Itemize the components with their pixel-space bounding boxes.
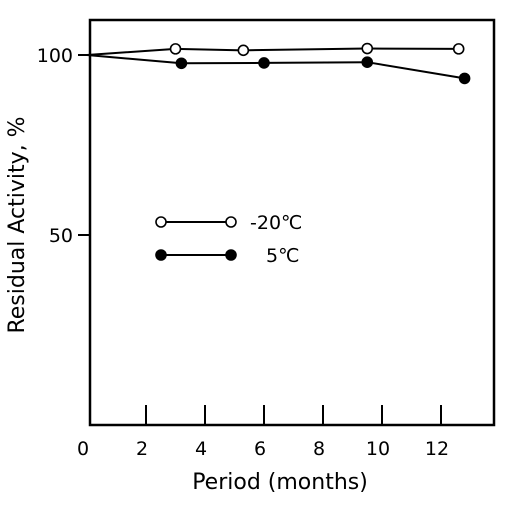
y-axis-label: Residual Activity, % [5, 116, 30, 333]
series-line-0 [86, 47, 459, 56]
legend-label: -20℃ [250, 212, 302, 234]
y-tick-label: 50 [49, 225, 73, 247]
x-tick-label: 8 [313, 438, 325, 460]
data-point [169, 43, 182, 55]
series-layer [86, 42, 471, 85]
y-axis-ticks: 50 100 [37, 45, 90, 247]
data-point [361, 42, 374, 55]
data-point [237, 44, 250, 57]
legend-marker [225, 216, 237, 228]
x-axis-ticks: 0 2 4 6 8 10 12 [77, 405, 449, 460]
legend-label: 5℃ [266, 245, 299, 267]
data-point [458, 72, 471, 85]
legend-marker [225, 249, 237, 261]
x-tick-label: 12 [425, 438, 449, 460]
x-tick-label: 6 [254, 438, 266, 460]
data-point [175, 57, 188, 70]
x-tick-label: 4 [195, 438, 207, 460]
y-tick-label: 100 [37, 45, 73, 67]
data-point [361, 56, 374, 69]
plot-frame [88, 18, 496, 427]
legend-marker [155, 249, 167, 261]
x-tick-label: 0 [77, 438, 89, 460]
x-tick-label: 10 [366, 438, 390, 460]
legend-marker [155, 216, 167, 228]
data-point [258, 57, 270, 69]
legend: -20℃ 5℃ [155, 212, 302, 267]
x-tick-label: 2 [136, 438, 148, 460]
x-axis-label: Period (months) [192, 470, 368, 495]
data-point [452, 43, 465, 55]
series-line-1 [86, 54, 465, 80]
